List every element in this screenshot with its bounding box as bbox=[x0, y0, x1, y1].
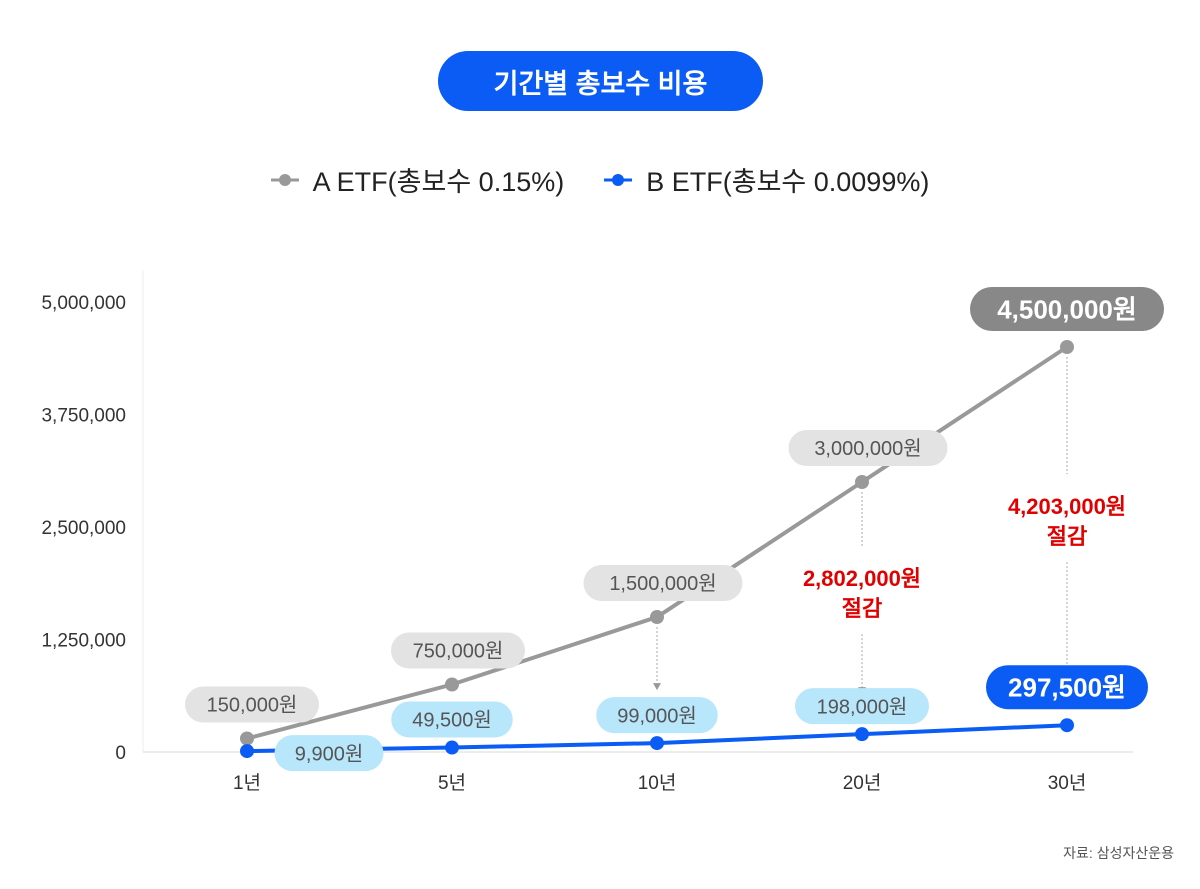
data-point-a bbox=[650, 610, 664, 624]
data-point-a bbox=[1060, 340, 1074, 354]
data-point-a bbox=[855, 475, 869, 489]
data-label: 297,500원 bbox=[1008, 673, 1126, 703]
legend-item-a: A ETF(총보수 0.15%) bbox=[270, 160, 565, 199]
data-label-bg bbox=[788, 430, 948, 466]
x-tick-label: 1년 bbox=[233, 772, 261, 794]
data-label: 99,000원 bbox=[617, 704, 697, 727]
legend-label-a: A ETF(총보수 0.15%) bbox=[312, 167, 565, 197]
data-label: 750,000원 bbox=[413, 640, 504, 663]
chart-title: 기간별 총보수 비용 bbox=[438, 51, 763, 111]
data-label-bg bbox=[986, 665, 1148, 710]
source-note: 자료: 삼성자산운용 bbox=[1063, 845, 1174, 861]
data-label: 3,000,000원 bbox=[814, 437, 921, 460]
saving-label: 절감 bbox=[1047, 524, 1087, 549]
data-label: 150,000원 bbox=[207, 694, 298, 717]
data-label-bg bbox=[391, 632, 525, 669]
saving-amount: 2,802,000원 bbox=[803, 566, 921, 591]
data-point-b bbox=[240, 744, 254, 759]
data-label: 198,000원 bbox=[817, 695, 908, 718]
data-label-bg bbox=[596, 697, 718, 734]
legend-label-b: B ETF(총보수 0.0099%) bbox=[646, 167, 930, 197]
data-point-b bbox=[1060, 718, 1074, 733]
legend-marker-a-icon bbox=[270, 173, 299, 186]
data-label: 4,500,000원 bbox=[997, 294, 1137, 324]
legend: A ETF(총보수 0.15%) B ETF(총보수 0.0099%) bbox=[0, 160, 1200, 199]
data-label-bg bbox=[583, 565, 743, 601]
y-tick-label: 0 bbox=[115, 743, 126, 764]
data-label-bg bbox=[274, 735, 384, 772]
x-tick-label: 20년 bbox=[843, 772, 882, 794]
y-tick-label: 5,000,000 bbox=[41, 293, 126, 314]
y-tick-label: 1,250,000 bbox=[41, 631, 126, 652]
data-label-bg bbox=[795, 688, 929, 725]
data-point-a bbox=[445, 677, 459, 692]
y-tick-label: 3,750,000 bbox=[41, 406, 126, 427]
annotation-arrowhead-icon bbox=[653, 683, 661, 691]
data-label: 49,500원 bbox=[412, 709, 492, 732]
data-point-b bbox=[650, 736, 664, 751]
data-point-b bbox=[445, 740, 459, 755]
x-tick-label: 5년 bbox=[438, 772, 466, 794]
saving-amount: 4,203,000원 bbox=[1008, 494, 1126, 519]
data-point-a bbox=[240, 731, 254, 746]
data-label-bg bbox=[185, 686, 319, 723]
x-tick-label: 10년 bbox=[638, 772, 677, 794]
data-label-bg bbox=[391, 701, 513, 738]
legend-marker-b-icon bbox=[604, 173, 633, 186]
y-tick-label: 2,500,000 bbox=[41, 518, 126, 539]
legend-item-b: B ETF(총보수 0.0099%) bbox=[604, 160, 929, 199]
data-label: 9,900원 bbox=[295, 742, 363, 765]
data-point-b bbox=[855, 727, 869, 742]
data-label: 1,500,000원 bbox=[609, 572, 716, 595]
data-label-bg bbox=[970, 287, 1164, 331]
saving-label: 절감 bbox=[842, 596, 882, 621]
x-tick-label: 30년 bbox=[1048, 772, 1087, 794]
